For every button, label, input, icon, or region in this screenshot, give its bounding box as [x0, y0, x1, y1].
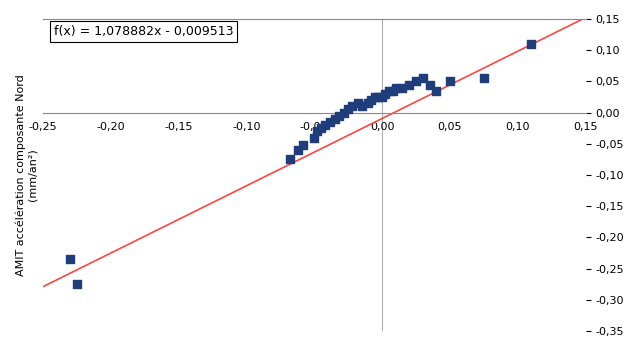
Point — [357, 103, 367, 109]
Point — [373, 94, 383, 100]
Point — [388, 88, 398, 94]
Point — [424, 82, 435, 87]
Point — [339, 110, 349, 115]
Point — [65, 256, 75, 262]
Point — [284, 157, 295, 162]
Point — [418, 75, 428, 81]
Point — [334, 113, 344, 119]
Point — [445, 78, 455, 84]
Point — [330, 116, 340, 122]
Point — [404, 82, 414, 87]
Point — [370, 94, 380, 100]
Point — [366, 97, 376, 103]
Point — [380, 91, 390, 97]
Point — [293, 147, 303, 153]
Point — [320, 122, 330, 128]
Point — [527, 41, 537, 47]
Point — [316, 125, 326, 131]
Point — [347, 103, 357, 109]
Point — [364, 100, 374, 106]
Point — [431, 88, 442, 94]
Point — [353, 100, 363, 106]
Point — [325, 119, 335, 125]
Point — [411, 78, 421, 84]
Point — [383, 88, 394, 94]
Point — [390, 85, 401, 90]
Point — [479, 75, 489, 81]
Point — [397, 85, 408, 90]
Point — [298, 142, 309, 148]
Text: f(x) = 1,078882x - 0,009513: f(x) = 1,078882x - 0,009513 — [54, 25, 233, 38]
Point — [343, 107, 353, 112]
Y-axis label: AMIT accélération composante Nord
(mm/an²): AMIT accélération composante Nord (mm/an… — [15, 74, 37, 276]
Point — [309, 135, 320, 140]
Point — [377, 94, 387, 100]
Point — [312, 128, 322, 134]
Point — [72, 281, 82, 287]
